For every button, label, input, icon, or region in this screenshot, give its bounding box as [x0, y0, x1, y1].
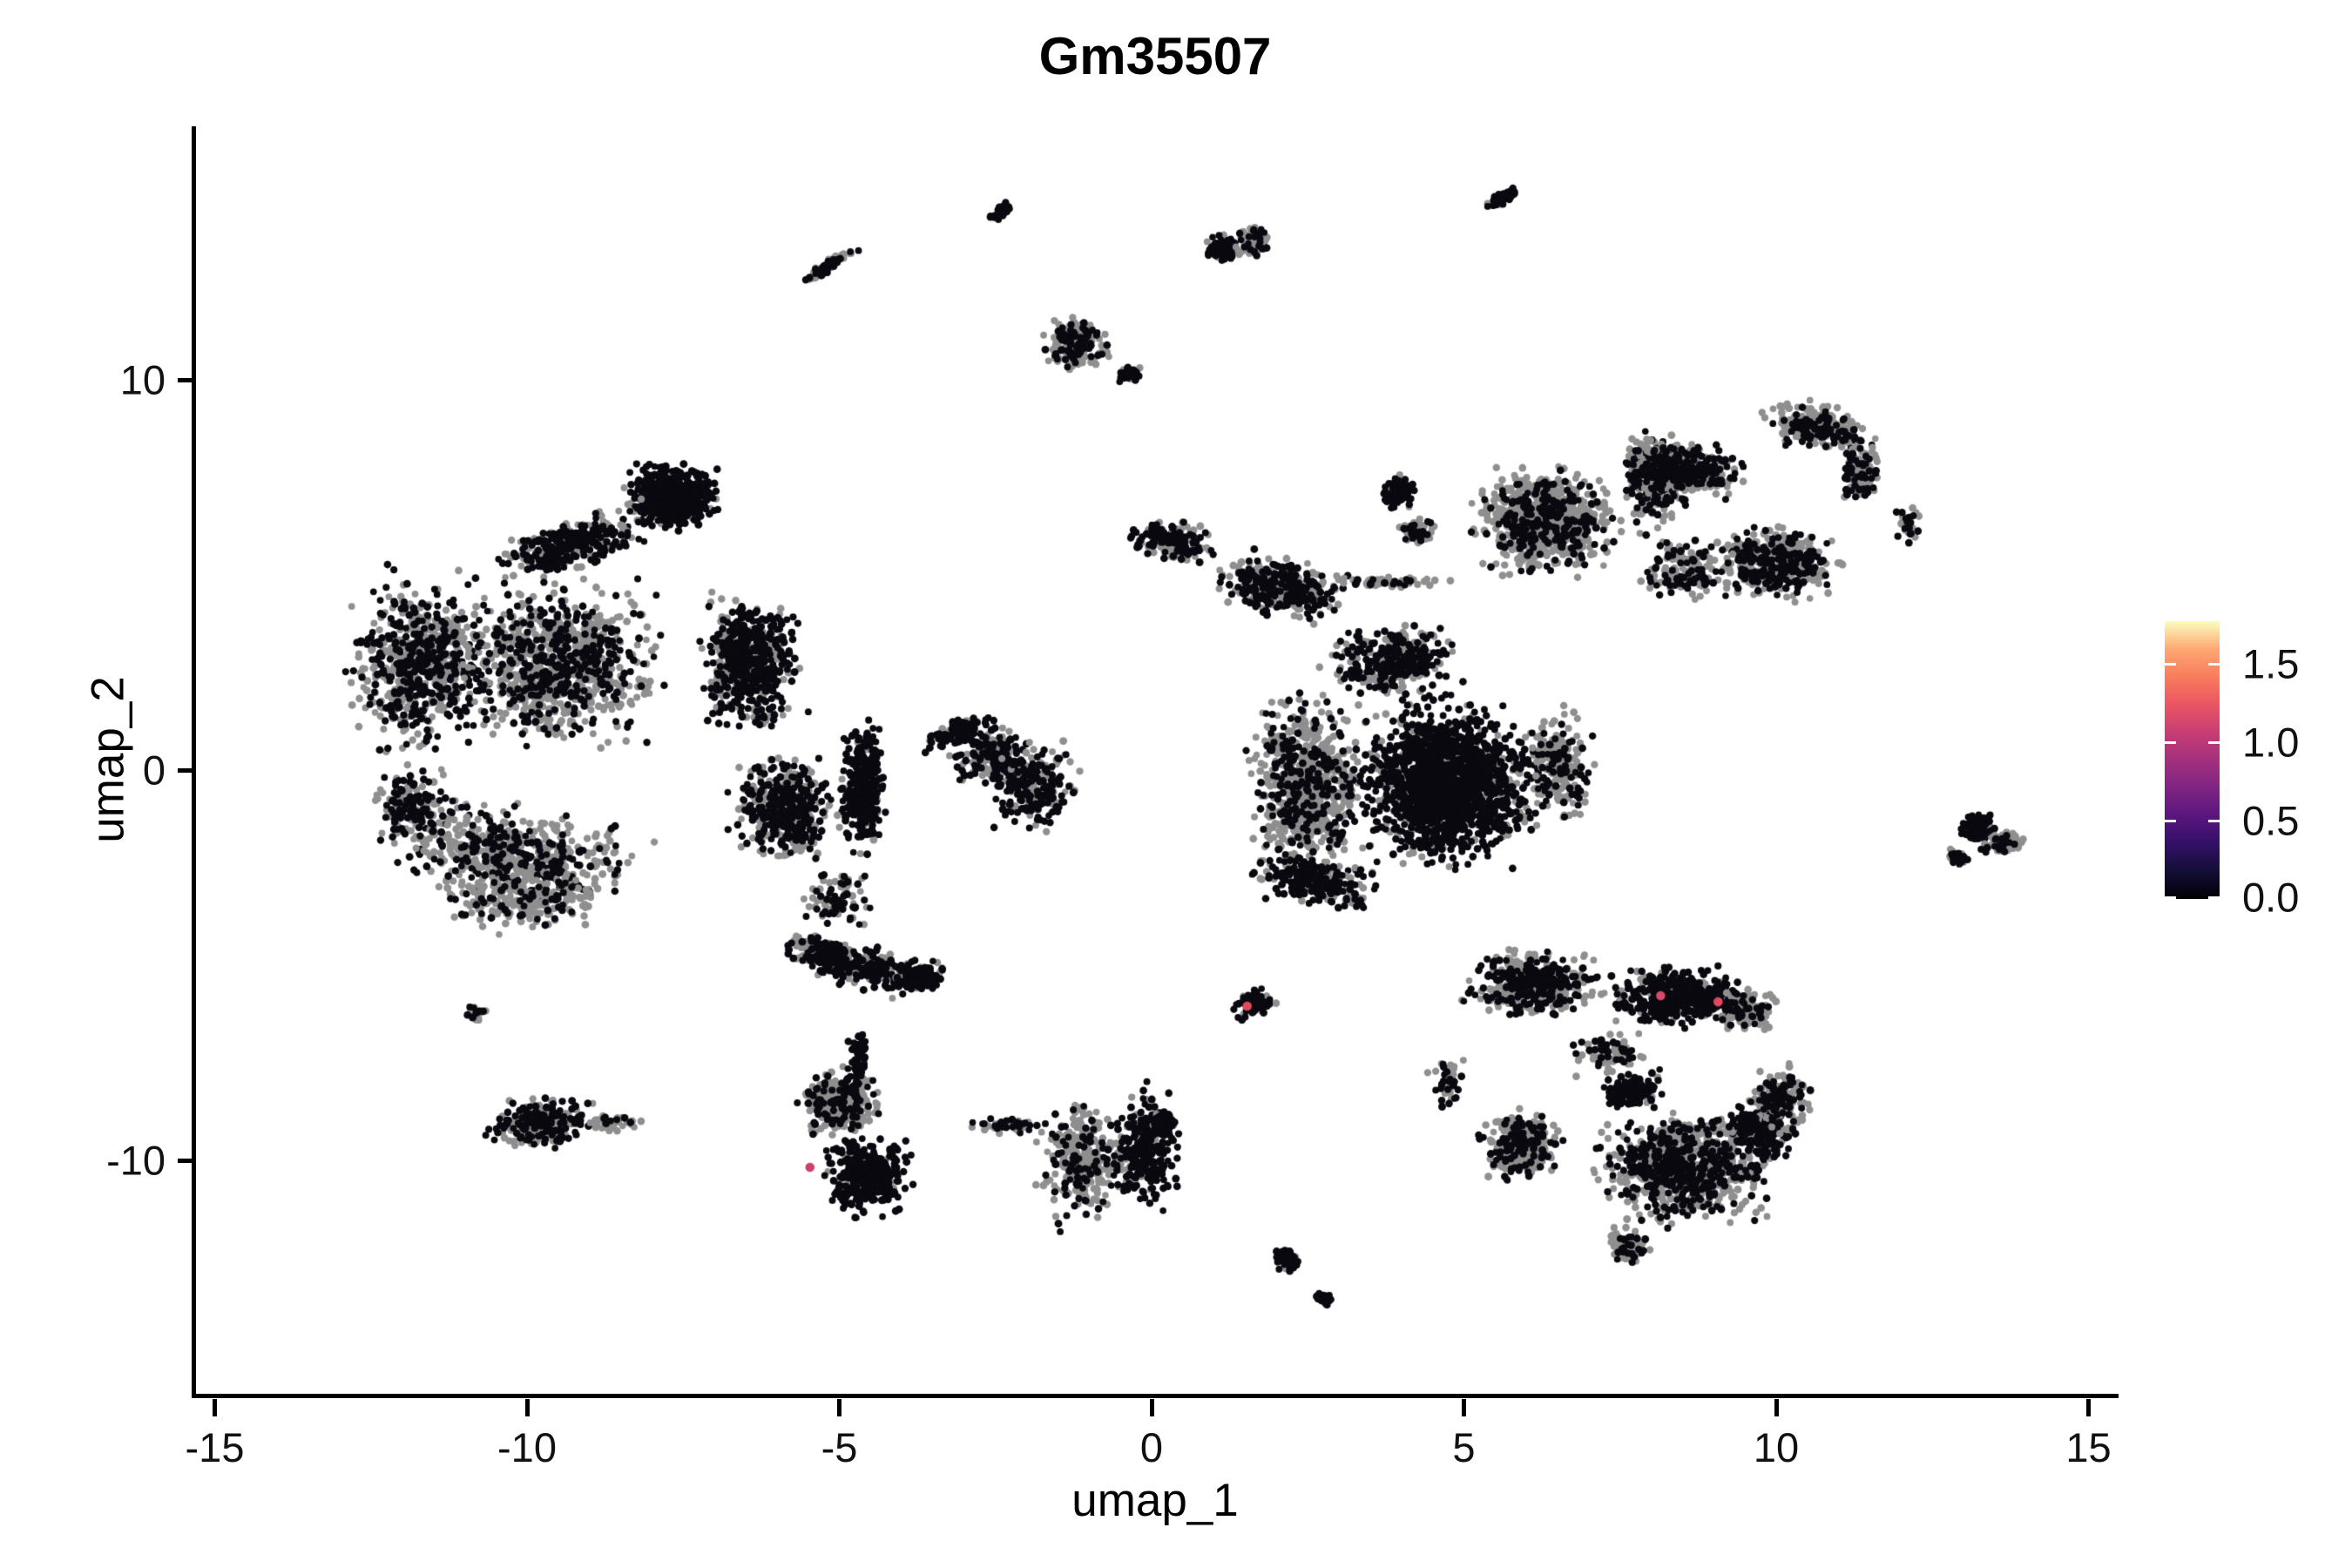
plot-title: Gm35507	[1038, 27, 1272, 85]
x-tick-label: -15	[185, 1424, 245, 1470]
x-tick-mark	[524, 1399, 530, 1416]
x-tick-label: 15	[2065, 1424, 2112, 1470]
x-axis-title: umap_1	[1071, 1475, 1239, 1526]
x-tick-mark	[2086, 1399, 2091, 1416]
x-tick-label: 10	[1753, 1424, 1800, 1470]
x-tick-mark	[1774, 1399, 1779, 1416]
x-tick-mark	[213, 1399, 217, 1416]
y-tick-label: -10	[106, 1137, 166, 1184]
y-tick-label: 10	[119, 356, 166, 403]
x-axis-line	[192, 1394, 2119, 1398]
y-tick-mark	[178, 377, 195, 382]
x-tick-label: 0	[1139, 1424, 1164, 1470]
y-tick-mark	[178, 1158, 195, 1163]
y-tick-mark	[178, 767, 195, 773]
x-tick-label: -5	[821, 1424, 858, 1470]
y-axis-title: umap_2	[82, 676, 134, 843]
x-tick-mark	[1462, 1399, 1466, 1416]
x-tick-label: 5	[1452, 1424, 1476, 1470]
y-tick-label: 0	[142, 747, 166, 794]
y-axis-line	[192, 126, 196, 1398]
x-tick-mark	[1149, 1399, 1154, 1416]
x-tick-mark	[837, 1399, 841, 1416]
x-tick-label: -10	[497, 1424, 557, 1470]
